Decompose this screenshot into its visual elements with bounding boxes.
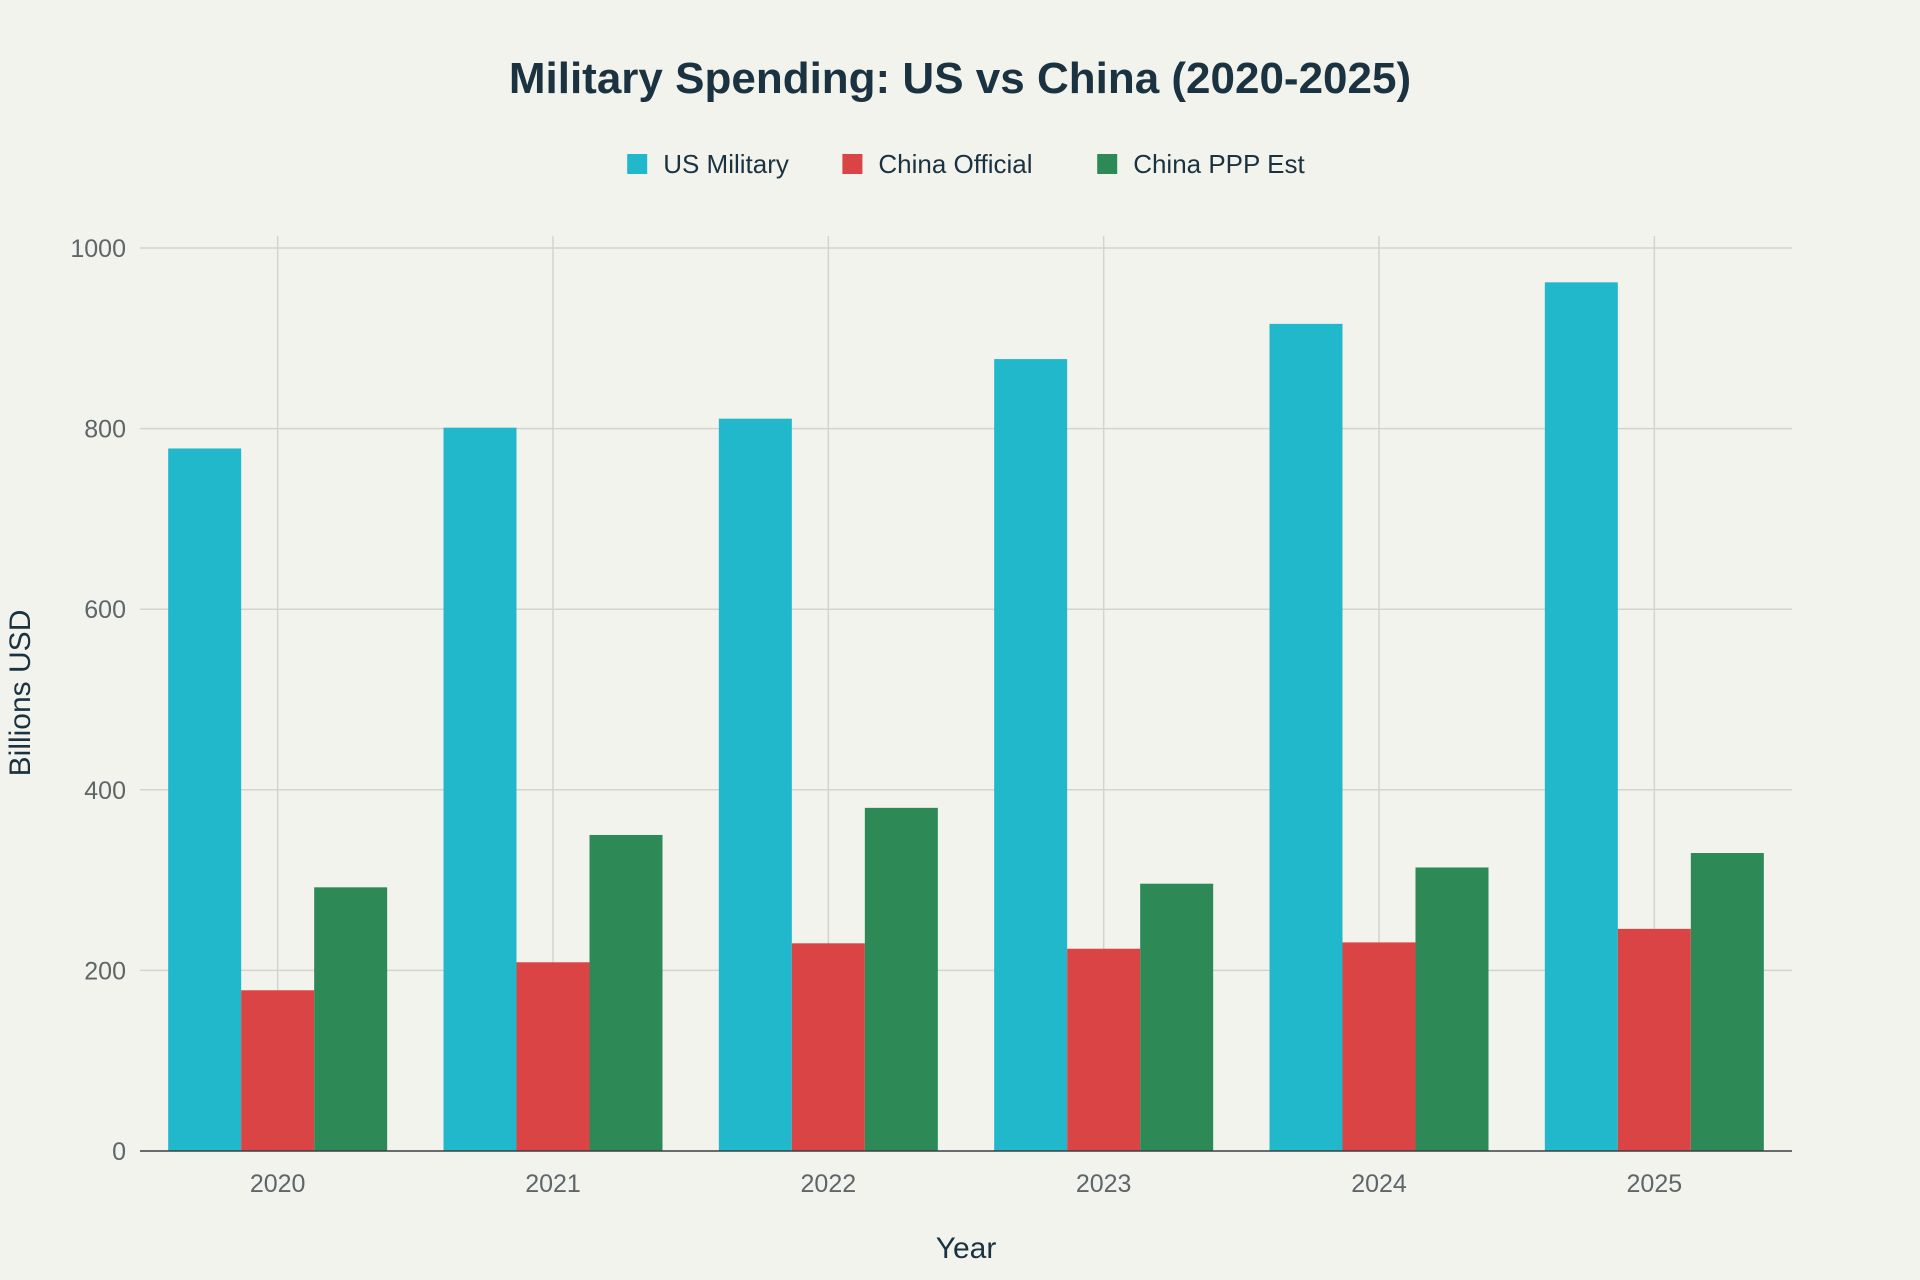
legend: US Military China Official China PPP Est [627,149,1305,179]
grid-lines [140,236,1792,1151]
y-tick-label: 200 [84,957,126,985]
bar-us-military-2020 [168,448,242,1151]
chart-title: Military Spending: US vs China (2020-202… [509,54,1411,103]
x-tick-label: 2021 [525,1170,581,1198]
bar-china-official-2023 [1067,948,1141,1151]
bar-us-military-2023 [994,359,1068,1152]
bar-china-ppp-est-2021 [589,834,663,1151]
legend-label: China PPP Est [1133,149,1305,179]
bar-china-official-2024 [1342,942,1416,1151]
bar-china-ppp-est-2022 [864,807,938,1151]
bar-us-military-2021 [443,427,517,1151]
x-tick-label: 2020 [250,1170,306,1198]
y-tick-label: 1000 [70,235,126,263]
legend-swatch [1097,154,1118,174]
bar-china-ppp-est-2020 [314,887,388,1151]
bar-china-official-2021 [516,962,590,1151]
y-axis-title: Billions USD [4,610,37,777]
x-tick-label: 2022 [801,1170,857,1198]
bar-china-ppp-est-2024 [1415,867,1489,1151]
legend-swatch [842,154,863,174]
bar-us-military-2024 [1269,323,1343,1151]
legend-swatch [627,154,648,174]
x-tick-label: 2023 [1076,1170,1132,1198]
y-tick-label: 0 [112,1138,126,1166]
bar-china-official-2025 [1617,928,1691,1151]
bar-us-military-2025 [1544,282,1618,1152]
x-tick-label: 2025 [1627,1170,1683,1198]
x-axis-title: Year [936,1232,997,1265]
axes: 0 200 400 600 800 1000 2020 2021 2022 2023 2024 202… [70,235,1792,1198]
bar-china-ppp-est-2025 [1690,853,1764,1151]
bar-us-military-2022 [718,418,792,1151]
y-tick-label: 400 [84,777,126,805]
legend-label: US Military [663,149,789,179]
y-tick-label: 600 [84,596,126,624]
legend-label: China Official [878,149,1032,179]
bars [168,282,1764,1152]
bar-china-ppp-est-2023 [1140,883,1214,1151]
x-tick-label: 2024 [1351,1170,1407,1198]
bar-china-official-2020 [241,990,315,1151]
y-tick-label: 800 [84,416,126,444]
bar-china-official-2022 [791,943,865,1151]
